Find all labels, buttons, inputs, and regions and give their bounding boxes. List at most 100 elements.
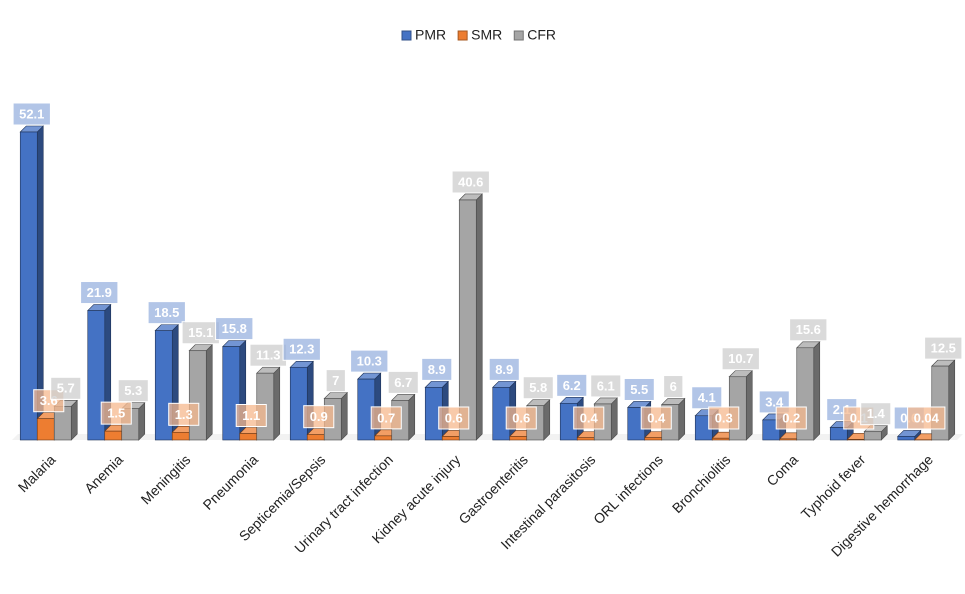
data-label-box (303, 405, 335, 429)
data-label-text: 5.5 (630, 382, 648, 397)
bar-side (678, 397, 686, 441)
data-label: 5.3 (117, 379, 149, 403)
data-label-box (488, 357, 520, 381)
data-label-text: 6.2 (563, 378, 581, 393)
data-label: 6.7 (387, 370, 419, 394)
data-label-box (80, 281, 119, 305)
bar (509, 436, 528, 441)
data-label: 1.3 (168, 402, 200, 426)
data-label-text: 18.5 (154, 305, 179, 320)
data-label-box (860, 402, 892, 426)
data-label-box (640, 406, 672, 430)
data-label-box (691, 386, 723, 410)
bar (306, 434, 325, 441)
bar (36, 418, 55, 441)
bar (154, 330, 173, 441)
bar (441, 436, 460, 441)
bar (458, 199, 477, 441)
data-label: 12.3 (282, 337, 321, 361)
x-tick-label: Pneumonia (200, 451, 262, 513)
data-label-text: 6.1 (597, 378, 615, 393)
bar (711, 437, 730, 441)
bar-3d (19, 125, 44, 441)
legend-swatch (513, 30, 524, 41)
data-label-text: 1.1 (242, 408, 260, 423)
bar-side (273, 366, 281, 441)
bar-3d (458, 193, 483, 441)
x-tick-label: Bronchiolitis (669, 451, 734, 516)
data-label-box (117, 379, 149, 403)
bar-3d (289, 360, 314, 441)
bar (779, 438, 798, 441)
data-label-text: 8.9 (428, 362, 446, 377)
data-label-box (451, 170, 490, 194)
data-label: 21.9 (80, 281, 119, 305)
data-label-box (789, 318, 828, 342)
data-label-box (438, 406, 470, 430)
bar-3d (728, 370, 753, 441)
data-label-text: 1.4 (867, 406, 886, 421)
data-label-box (168, 402, 200, 426)
data-label-box (522, 376, 554, 400)
data-label-box (421, 357, 453, 381)
data-label-text: 0.7 (377, 410, 395, 425)
data-label-text: 3.4 (765, 394, 784, 409)
data-label-text: 52.1 (19, 106, 44, 121)
data-label: 0.6 (505, 406, 537, 430)
data-label: 6.1 (590, 374, 622, 398)
bar (846, 439, 865, 441)
data-label-text: 12.5 (931, 341, 956, 356)
bar (239, 433, 258, 441)
bar-side (543, 398, 551, 441)
data-label: 6 (663, 375, 684, 399)
bar-side (205, 344, 213, 441)
bar (897, 436, 916, 441)
data-label-text: 0.9 (310, 409, 328, 424)
data-label-text: 0.4 (580, 410, 599, 425)
data-label: 0.4 (640, 406, 672, 430)
data-label-text: 4.1 (698, 390, 716, 405)
data-label: 8.9 (488, 357, 520, 381)
bar-side (610, 397, 618, 441)
bar (829, 427, 848, 441)
bar-side (70, 399, 78, 441)
data-label-text: 0.04 (914, 410, 940, 425)
data-label-box (623, 377, 655, 401)
bar-side (408, 393, 416, 441)
bar-3d (897, 429, 922, 441)
floor (12, 434, 963, 440)
legend-label: CFR (527, 27, 556, 43)
bar (87, 310, 106, 441)
bar (19, 131, 38, 441)
data-label-box (721, 347, 760, 371)
data-label-text: 0.2 (782, 410, 800, 425)
data-label: 1.5 (100, 401, 132, 425)
data-label-box (215, 317, 254, 341)
bar-side (475, 193, 483, 441)
data-label: 12.5 (924, 336, 963, 360)
bar-side (948, 359, 956, 441)
x-tick-label: ORL infections (590, 451, 666, 527)
data-label: 15.6 (789, 318, 828, 342)
data-label: 0.7 (370, 406, 402, 430)
x-tick-label: Malaria (15, 451, 59, 495)
data-label: 0.6 (438, 406, 470, 430)
data-label-box (147, 301, 186, 325)
data-label: 15.8 (215, 317, 254, 341)
data-label: 1.1 (235, 403, 267, 427)
data-label-text: 0.6 (512, 410, 530, 425)
data-label: 1.4 (860, 402, 892, 426)
data-label-box (100, 401, 132, 425)
data-label-text: 12.3 (289, 342, 314, 357)
data-label: 0.3 (708, 406, 740, 430)
data-label-box (590, 374, 622, 398)
data-label: 0.04 (907, 406, 946, 430)
data-label: 6.2 (556, 373, 588, 397)
data-label-box (663, 375, 684, 399)
bar (576, 437, 595, 441)
data-label: 10.3 (350, 349, 389, 373)
bar-side (138, 401, 146, 441)
bar-3d (796, 341, 821, 441)
